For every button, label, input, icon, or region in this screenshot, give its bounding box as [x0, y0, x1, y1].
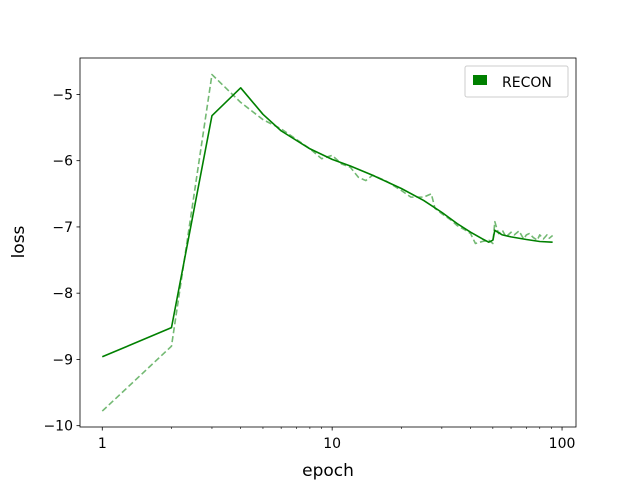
- plot-frame: [79, 57, 577, 428]
- legend-box: [464, 65, 569, 98]
- x-tick-label: 1: [98, 436, 107, 452]
- x-tick-label: 100: [549, 436, 576, 452]
- y-tick-label: −6: [52, 154, 73, 170]
- y-tick-label: −10: [43, 419, 73, 435]
- y-tick-label: −9: [52, 352, 73, 368]
- y-tick-label: −7: [52, 220, 73, 236]
- series-line-dashed-1: [101, 73, 554, 412]
- y-tick-label: −5: [52, 87, 73, 103]
- legend-swatch-recon: [473, 75, 487, 85]
- series-line-recon: [101, 87, 553, 358]
- x-tick-label: 10: [323, 436, 341, 452]
- y-axis-label: loss: [9, 225, 29, 258]
- series-layer: [101, 73, 554, 412]
- y-tick-label: −8: [52, 286, 73, 302]
- x-axis-ticks: 1 10 100: [98, 427, 576, 452]
- x-axis-label: epoch: [302, 461, 354, 480]
- y-axis-ticks: −5 −6 −7 −8 −9 −10: [43, 87, 80, 435]
- legend: RECON: [464, 65, 569, 98]
- legend-label-recon: RECON: [502, 75, 552, 91]
